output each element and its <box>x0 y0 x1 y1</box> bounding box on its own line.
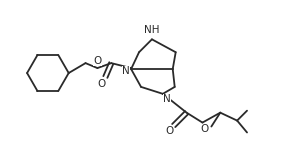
Text: NH: NH <box>144 25 160 35</box>
Text: O: O <box>166 127 174 137</box>
Text: O: O <box>200 124 208 135</box>
Text: O: O <box>93 56 102 66</box>
Text: N: N <box>163 94 171 104</box>
Text: O: O <box>97 79 106 89</box>
Text: N: N <box>122 66 130 76</box>
